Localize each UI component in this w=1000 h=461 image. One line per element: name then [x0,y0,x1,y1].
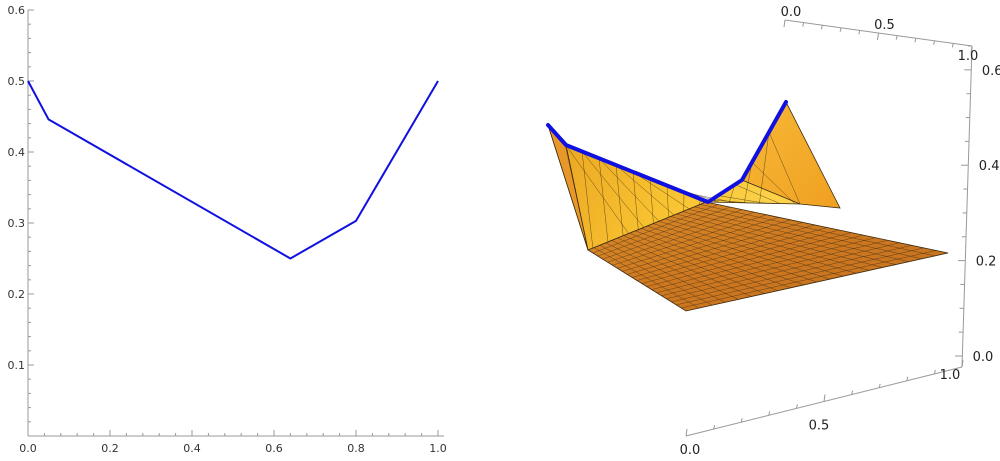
y-tick-label: 0.5 [8,75,26,88]
mesh-line [615,164,675,216]
top-x-tick [839,27,842,32]
y-tick-label: 0.2 [8,288,26,301]
top-x-tick [970,45,973,54]
y-tick-label: 1.0 [940,368,961,383]
top-x-tick-label: 0.0 [781,5,802,20]
mesh-line [632,171,690,210]
mesh-line [671,245,912,303]
mesh-line [646,232,852,287]
top-x-tick [951,43,954,48]
highlight-curve [546,100,788,204]
y-ticks: 0.1 0.2 0.3 0.4 0.5 0.6 [8,4,34,423]
mesh-line [666,242,900,300]
mesh-line [744,162,753,203]
mesh-line [717,195,765,204]
x-tick-label: 0.2 [101,442,119,455]
y-tick-label: 0.4 [8,146,26,159]
mesh-line [664,218,857,274]
y-tick [906,376,909,381]
z-tick-label: 0.4 [979,159,1000,174]
y-tick [933,369,936,375]
mesh-line [636,227,828,281]
mesh-line [676,247,924,306]
x-tick-label: 0.6 [265,442,283,455]
mesh-line [670,216,870,271]
x-tick-label: 0.0 [19,442,37,455]
y-tick [768,411,771,416]
y-tick [961,359,964,368]
top-x-tick [783,19,786,28]
top-x-tick [802,22,805,27]
z-axis-line [961,45,973,368]
mesh-line [661,240,888,296]
z-tick-label: 0.0 [973,350,994,365]
mesh-line [564,143,629,234]
x-tick-label: 0.4 [183,442,201,455]
mesh-line [666,185,669,218]
y-tick-label: 0.0 [680,443,701,458]
mesh-line [682,211,896,265]
top-x-tick-label: 0.5 [874,18,895,33]
mesh-line [700,204,935,257]
mesh-line [734,184,781,204]
y-tick [851,390,854,395]
y-tick [823,394,826,402]
mesh-line [768,132,801,205]
y-tick-label: 0.5 [809,419,830,434]
z-tick-label: 0.2 [976,255,997,270]
series-group [27,80,439,260]
mesh-line [658,220,844,277]
mesh-line [688,208,909,262]
y-tick [795,404,798,409]
y-tick [878,383,881,388]
mesh-line [652,223,831,280]
top-x-tick [820,25,823,30]
top-x-tick [858,30,861,35]
mesh-line [656,237,876,293]
x-ticks: 0.0 0.2 0.4 0.6 0.8 1.0 [19,430,447,455]
mesh-line [759,132,770,204]
top-x-tick [914,38,917,43]
mesh-line [681,250,936,309]
surface-plot: 0.0 0.5 1.0 0.0 0.2 0.4 0.6 0.0 0.5 1.0 [546,5,1000,458]
y-tick-label: 0.3 [8,217,26,230]
y-tick [685,428,688,437]
mesh-line [641,229,840,284]
3d-ticks: 0.0 0.5 1.0 0.0 0.2 0.4 0.6 0.0 0.5 1.0 [680,5,1000,458]
mesh-line [651,234,864,290]
mesh-line [564,143,589,251]
mesh-line [649,178,654,224]
mesh-line [676,213,883,268]
y-tick-label: 0.6 [8,4,26,17]
mesh-line [694,206,922,260]
y-tick-label: 0.1 [8,359,26,372]
mesh-line [581,151,644,228]
series-line [27,80,439,260]
mesh-line [598,158,660,222]
mesh-line [598,158,609,242]
mesh-line [632,171,639,230]
top-x-tick [895,35,898,40]
mesh-line [615,165,624,236]
floor-mesh [592,204,936,309]
mesh-line [751,162,796,205]
x-tick-label: 0.8 [347,442,365,455]
y-tick [713,424,716,430]
line-plot: 0.0 0.2 0.4 0.6 0.8 1.0 0.1 0.2 0.3 0.4 0.5 0.6 [8,4,447,455]
top-x-tick [933,40,936,45]
top-x-tick [877,32,879,41]
x-tick-label: 1.0 [429,442,447,455]
y-tick [740,418,743,423]
z-tick-label: 0.6 [982,64,1000,79]
top-x-tick-label: 1.0 [958,49,979,64]
mesh-line [581,151,594,249]
